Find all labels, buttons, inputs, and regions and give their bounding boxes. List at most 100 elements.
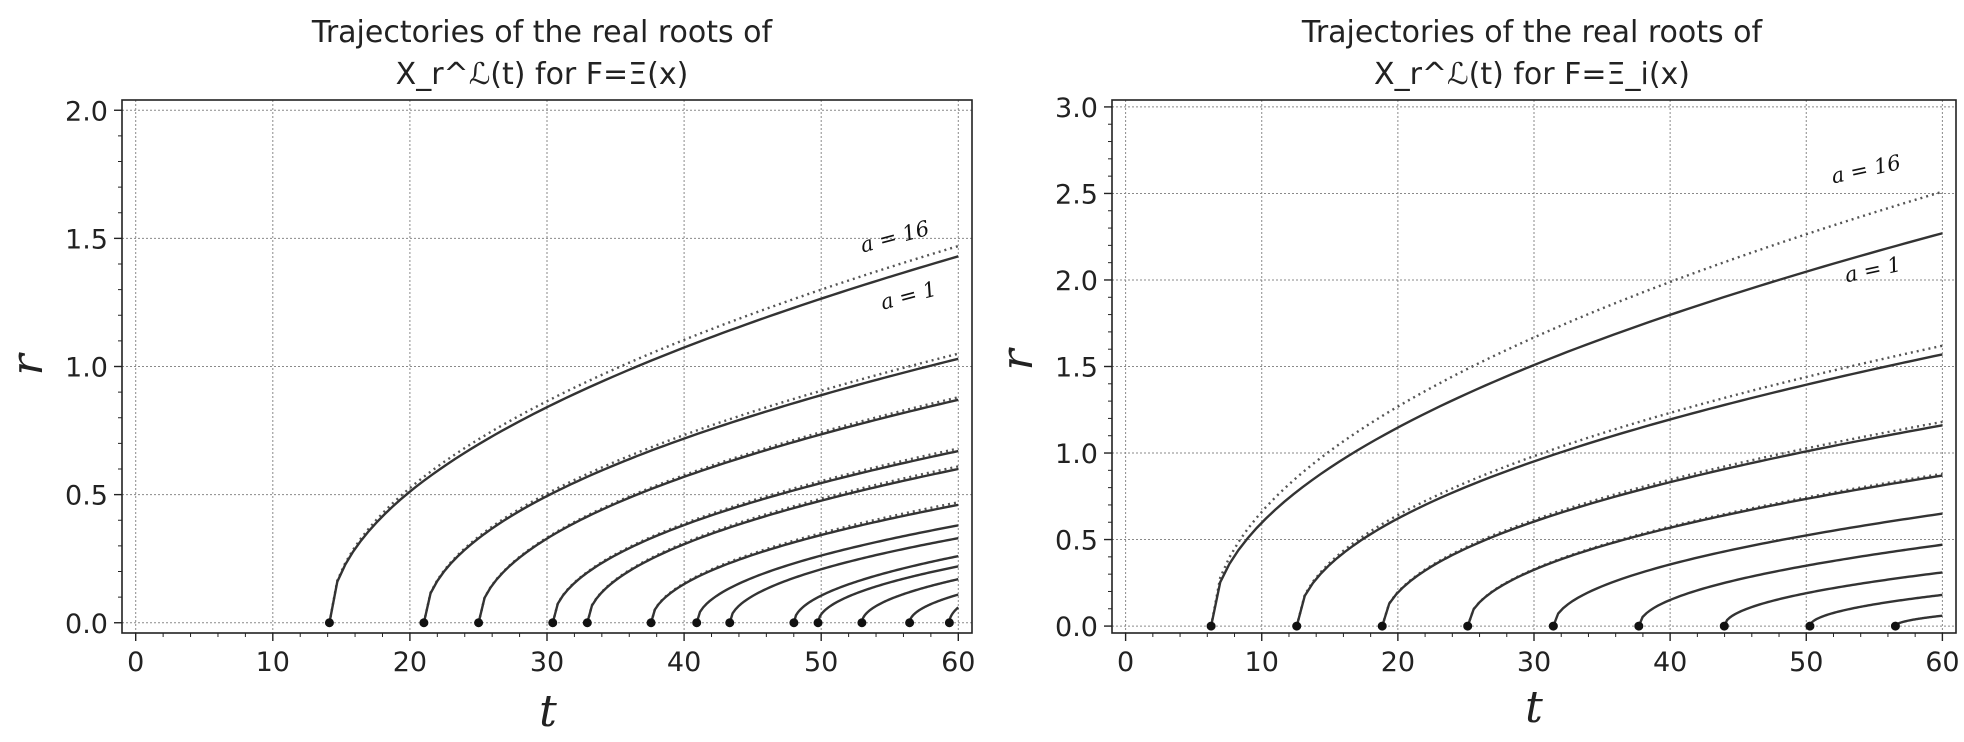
chart-right-solid-trajectory-7 — [1723, 571, 1943, 627]
chart-left-root-point-2 — [419, 618, 429, 628]
chart-left-dotted-trajectory-2 — [422, 352, 959, 624]
chart-left-solid-trajectory-9 — [792, 554, 959, 624]
chart-left-solid-trajectory-5 — [586, 467, 959, 624]
chart-left-solid-trajectory-1 — [328, 255, 959, 623]
chart-left-root-point-1 — [324, 618, 334, 628]
chart-left-dotted-trajectory-3 — [477, 396, 959, 624]
chart-right-ytick-label: 2.0 — [1055, 266, 1098, 297]
chart-left-xtick-label: 10 — [256, 647, 290, 678]
chart-left-xtick-label: 50 — [804, 647, 838, 678]
chart-left-solid-trajectory-12 — [908, 593, 959, 623]
chart-left-root-point-13 — [944, 618, 954, 628]
chart-left-solid-trajectory-6 — [649, 503, 959, 624]
chart-left-root-point-8 — [725, 618, 735, 628]
chart-left-xtick-label: 40 — [667, 647, 701, 678]
chart-left-root-point-11 — [857, 618, 867, 628]
chart-left-root-point-12 — [905, 618, 915, 628]
chart-right-root-point-8 — [1805, 621, 1815, 631]
chart-left-xtick-label: 20 — [393, 647, 427, 678]
chart-right-xtick-label: 0 — [1117, 647, 1134, 678]
chart-right-solid-trajectory-3 — [1381, 424, 1943, 627]
chart-left-xtick-label: 30 — [530, 647, 564, 678]
chart-left-annotation-2: a = 1 — [878, 277, 939, 315]
chart-left-xtick-label: 60 — [941, 647, 975, 678]
chart-right-solid-trajectory-5 — [1552, 512, 1943, 627]
chart-left-root-point-4 — [548, 618, 558, 628]
chart-left-root-point-6 — [646, 618, 656, 628]
chart-left-xtick-label: 0 — [127, 647, 144, 678]
chart-right-solid-trajectory-2 — [1295, 353, 1943, 627]
chart-right-root-point-6 — [1634, 621, 1644, 631]
chart-right: Trajectories of the real roots of X_r^ℒ(… — [992, 15, 1960, 733]
chart-right-ytick-label: 1.0 — [1055, 439, 1098, 470]
chart-right-xtick-label: 30 — [1517, 647, 1551, 678]
chart-right-dotted-trajectory-2 — [1295, 344, 1943, 627]
chart-right-xlabel: t — [1525, 682, 1543, 733]
chart-right-solid-trajectory-4 — [1466, 474, 1943, 627]
chart-left-ytick-label: 0.5 — [65, 481, 108, 512]
chart-right-xtick-label: 50 — [1789, 647, 1823, 678]
chart-right-root-point-7 — [1719, 621, 1729, 631]
chart-left-grid — [122, 100, 972, 633]
chart-left-ytick-label: 0.0 — [65, 609, 108, 640]
chart-right-dotted-trajectory-4 — [1466, 472, 1943, 627]
chart-right-title-line1: Trajectories of the real roots of — [1301, 15, 1764, 50]
chart-left-solid-trajectory-7 — [695, 524, 959, 624]
chart-left-ylabel: r — [2, 352, 53, 376]
chart-left-ytick-label: 2.0 — [65, 96, 108, 127]
chart-right-root-point-5 — [1548, 621, 1558, 631]
chart-left-xlabel: t — [539, 686, 557, 737]
chart-left-solid-trajectory-2 — [422, 357, 959, 624]
chart-right-solid-trajectory-6 — [1637, 543, 1943, 627]
chart-right-root-point-1 — [1206, 621, 1216, 631]
chart-right-root-point-2 — [1292, 621, 1302, 631]
chart-right-xtick-label: 40 — [1653, 647, 1687, 678]
chart-right-series — [1206, 190, 1943, 631]
chart-left-title-line2: X_r^ℒ(t) for F=Ξ(x) — [396, 57, 689, 92]
chart-left-ytick-label: 1.0 — [65, 353, 108, 384]
chart-left-solid-trajectory-13 — [948, 606, 960, 623]
chart-left-solid-trajectory-8 — [728, 537, 959, 624]
chart-right-root-point-9 — [1890, 621, 1900, 631]
chart-left-solid-trajectory-11 — [860, 578, 959, 624]
chart-right-plot-frame — [1111, 99, 1957, 634]
chart-left-plot-frame — [121, 99, 973, 634]
chart-right-ytick-label: 0.5 — [1055, 526, 1098, 557]
chart-left-dotted-trajectory-1 — [328, 244, 959, 623]
chart-left-dotted-trajectory-5 — [586, 465, 959, 624]
chart-left-annotation-1: a = 16 — [858, 216, 932, 257]
chart-left-root-point-7 — [692, 618, 702, 628]
chart-left-root-point-9 — [789, 618, 799, 628]
chart-right-ytick-label: 2.5 — [1055, 179, 1098, 210]
chart-left-root-point-5 — [582, 618, 592, 628]
chart-left-root-point-3 — [474, 618, 484, 628]
chart-right-ylabel: r — [992, 347, 1043, 371]
chart-left-solid-trajectory-4 — [551, 449, 959, 624]
chart-right-solid-trajectory-8 — [1808, 593, 1943, 627]
chart-right-annotations: a = 16a = 1 — [1829, 150, 1903, 287]
chart-right-ytick-label: 0.0 — [1055, 612, 1098, 643]
chart-right-annotation-1: a = 16 — [1829, 150, 1903, 188]
chart-right-solid-trajectory-1 — [1209, 232, 1943, 627]
chart-right-root-point-3 — [1377, 621, 1387, 631]
chart-right-dotted-trajectory-1 — [1209, 190, 1943, 627]
chart-left-root-point-10 — [813, 618, 823, 628]
chart-left: Trajectories of the real roots of X_r^ℒ(… — [2, 15, 975, 737]
chart-left-ticks: 0 10 20 30 40 50 60 0.0 0.5 1.0 1.5 2.0 — [65, 96, 975, 678]
chart-right-solid-trajectory-9 — [1894, 614, 1943, 627]
chart-right-xtick-label: 60 — [1925, 647, 1959, 678]
chart-right-title-line2: X_r^ℒ(t) for F=Ξ_i(x) — [1374, 57, 1690, 92]
chart-right-ytick-label: 1.5 — [1055, 353, 1098, 384]
chart-left-series — [324, 244, 960, 628]
chart-right-dotted-trajectory-3 — [1381, 420, 1943, 627]
chart-left-title-line1: Trajectories of the real roots of — [311, 15, 774, 50]
chart-left-ytick-label: 1.5 — [65, 224, 108, 255]
chart-left-solid-trajectory-10 — [816, 565, 959, 624]
chart-right-root-point-4 — [1463, 621, 1473, 631]
chart-right-xtick-label: 20 — [1381, 647, 1415, 678]
chart-right-grid — [1112, 100, 1956, 633]
chart-right-xtick-label: 10 — [1245, 647, 1279, 678]
chart-left-solid-trajectory-3 — [477, 398, 959, 624]
chart-right-ytick-label: 3.0 — [1055, 93, 1098, 124]
